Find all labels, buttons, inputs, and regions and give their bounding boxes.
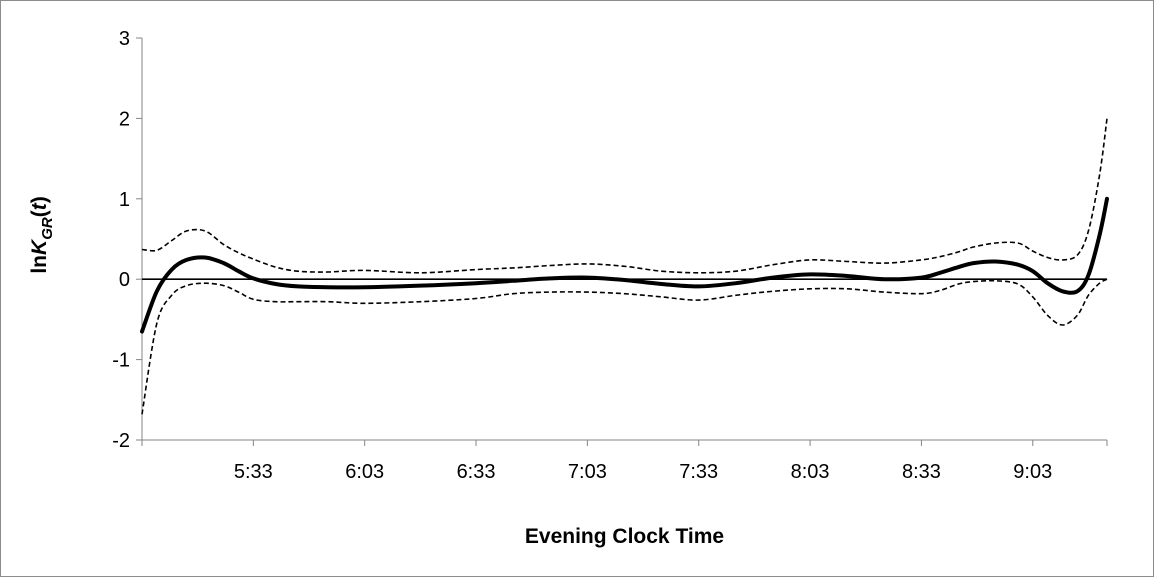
series-layer xyxy=(140,118,1109,415)
x-tick-label: 6:03 xyxy=(345,461,384,483)
x-tick-label: 6:33 xyxy=(457,461,496,483)
y-axis-title-open-paren: ( xyxy=(28,210,51,217)
x-tick-label: 5:33 xyxy=(234,461,273,483)
y-tick-label: -2 xyxy=(112,430,130,452)
x-axis-ticks xyxy=(141,440,1108,446)
x-tick-label: 7:33 xyxy=(679,461,718,483)
x-axis-title: Evening Clock Time xyxy=(525,525,724,548)
y-axis-title-symbol: K xyxy=(28,238,51,255)
y-tick-label: -1 xyxy=(112,350,130,372)
estimate-line xyxy=(140,196,1109,334)
y-axis-title-variable: t xyxy=(28,202,51,210)
upper-bound-dashed-line xyxy=(141,118,1108,274)
y-tick-label: 0 xyxy=(119,269,130,291)
lower-bound-dashed-line xyxy=(141,278,1108,415)
y-axis-ticks xyxy=(136,37,142,441)
y-tick-labels: -2 -1 0 1 2 3 xyxy=(112,28,130,452)
y-axis-title: lnKGR(t) xyxy=(28,196,56,273)
x-tick-label: 8:33 xyxy=(902,461,941,483)
y-tick-label: 3 xyxy=(119,28,130,50)
x-tick-label: 7:03 xyxy=(568,461,607,483)
y-axis-title-prefix: ln xyxy=(28,255,51,274)
x-tick-label: 8:03 xyxy=(791,461,830,483)
y-axis-title-close-paren: ) xyxy=(28,196,51,203)
y-tick-label: 2 xyxy=(119,108,130,130)
x-tick-label: 9:03 xyxy=(1013,461,1052,483)
y-tick-label: 1 xyxy=(119,189,130,211)
x-tick-labels: 5:33 6:03 6:33 7:03 7:33 8:03 8:33 9:03 xyxy=(234,461,1052,483)
y-axis-title-subscript: GR xyxy=(39,217,56,240)
